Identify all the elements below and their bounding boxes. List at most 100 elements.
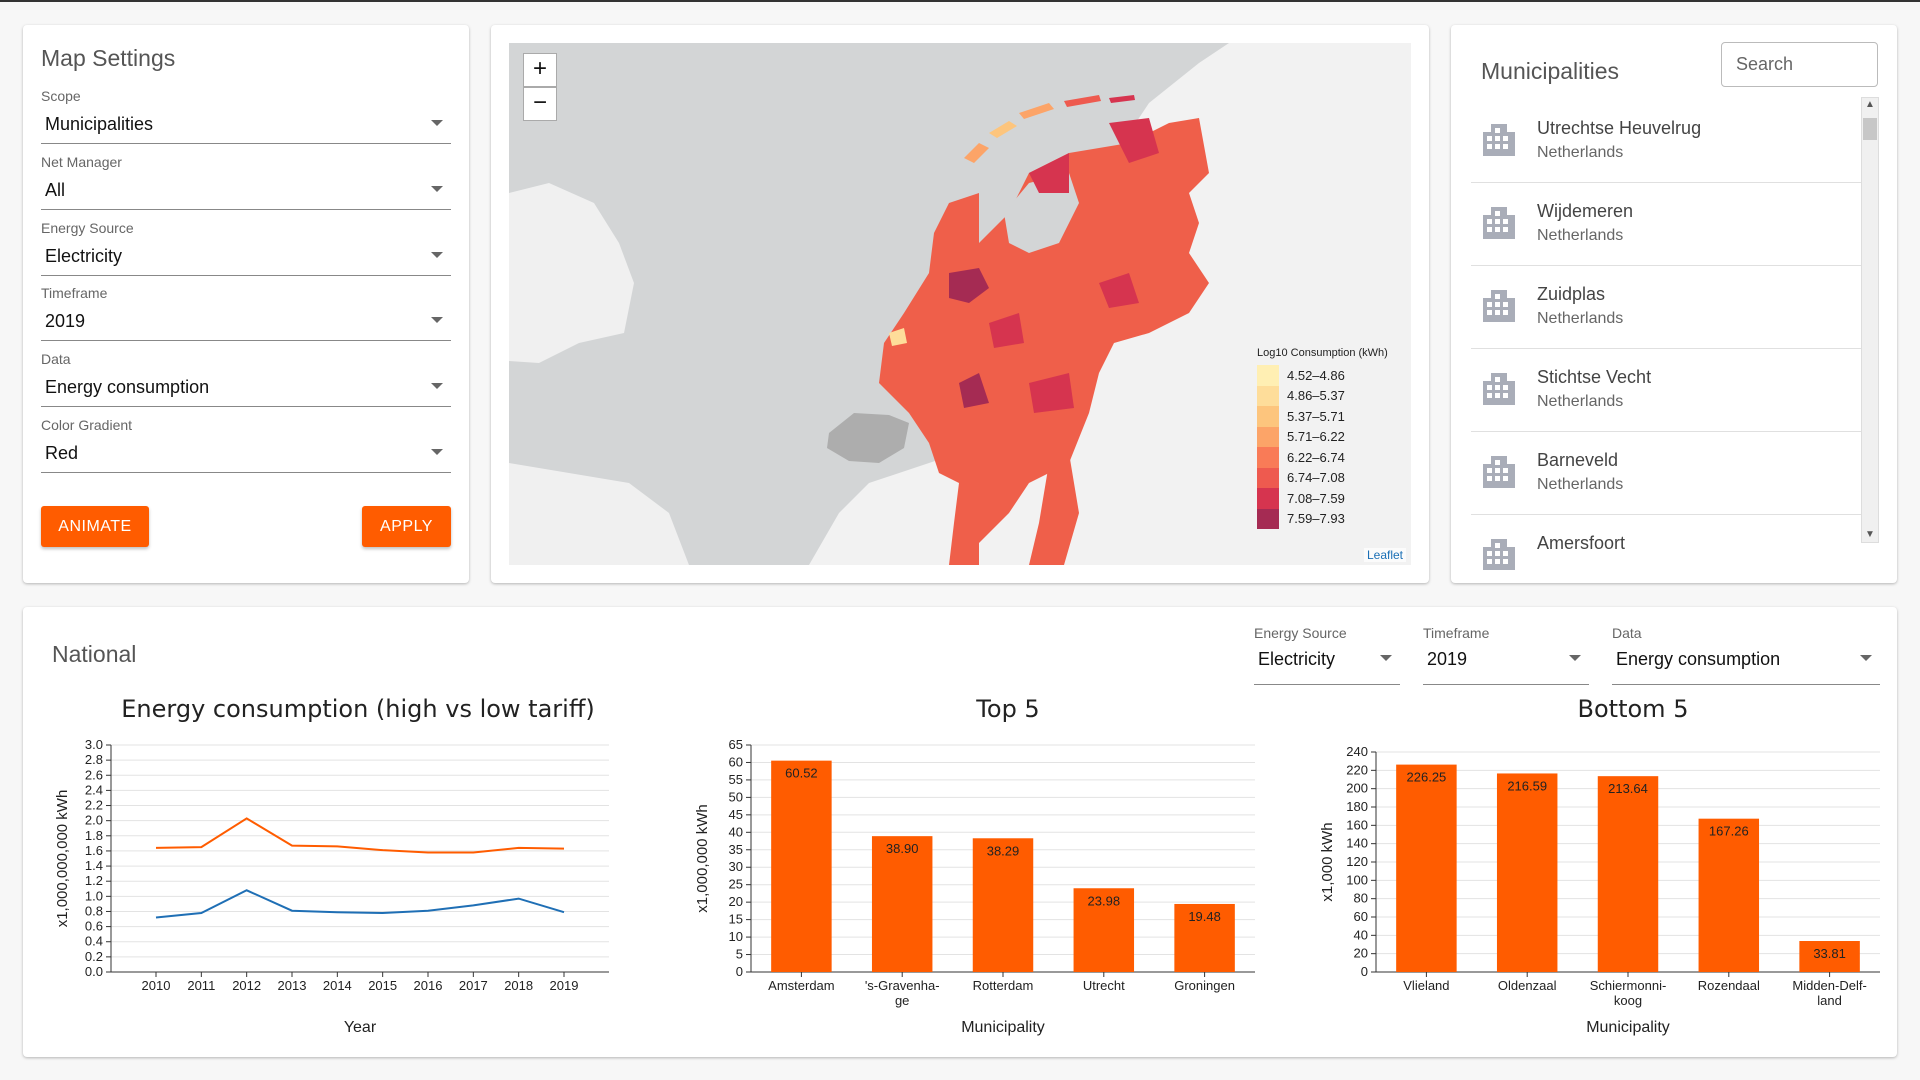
net-manager-select[interactable]: Net Manager All <box>41 154 451 210</box>
bar-value-label: 226.25 <box>1407 770 1447 785</box>
list-scrollbar[interactable]: ▲ ▼ <box>1861 97 1879 543</box>
y-tick-label: 15 <box>729 912 743 927</box>
x-tick-label: 2017 <box>459 978 488 993</box>
bar <box>1396 764 1457 972</box>
legend-row: 5.37–5.71 <box>1257 406 1397 427</box>
national-energy-source-select[interactable]: Energy Source Electricity <box>1254 625 1400 685</box>
national-energy-source-value: Electricity <box>1258 649 1336 669</box>
municipality-name: Stichtse Vecht <box>1537 367 1652 387</box>
municipality-country: Netherlands <box>1537 144 1624 161</box>
legend-swatch <box>1257 365 1279 386</box>
data-select[interactable]: Data Energy consumption <box>41 351 451 407</box>
bar-value-label: 38.90 <box>886 841 919 856</box>
national-timeframe-select[interactable]: Timeframe 2019 <box>1423 625 1589 685</box>
y-tick-label: 0 <box>736 964 743 979</box>
municipality-list-item[interactable]: Zuidplas Netherlands <box>1471 266 1869 349</box>
y-tick-label: 2.0 <box>85 813 103 828</box>
data-label: Data <box>41 351 71 367</box>
municipality-list-item[interactable]: Stichtse Vecht Netherlands <box>1471 349 1869 432</box>
x-axis-label: Municipality <box>1586 1019 1670 1036</box>
zoom-in-button[interactable]: + <box>523 53 557 87</box>
energy-source-select[interactable]: Energy Source Electricity <box>41 220 451 276</box>
x-axis-label: Year <box>344 1019 377 1036</box>
search-input[interactable] <box>1721 42 1878 87</box>
legend-label: 6.22–6.74 <box>1287 449 1345 465</box>
y-tick-label: 160 <box>1346 817 1368 832</box>
municipalities-title: Municipalities <box>1481 58 1620 84</box>
apply-button[interactable]: APPLY <box>362 506 451 547</box>
y-tick-label: 200 <box>1346 781 1368 796</box>
x-tick-label: Midden-Delf- <box>1792 978 1866 993</box>
municipalities-panel: Municipalities Utrechtse Heuvelrug Nether… <box>1451 25 1897 583</box>
x-tick-label: 2010 <box>142 978 171 993</box>
municipality-list-item[interactable]: Amersfoort <box>1471 515 1869 570</box>
legend-label: 7.59–7.93 <box>1287 511 1345 527</box>
y-tick-label: 10 <box>729 929 743 944</box>
x-tick-label: Groningen <box>1174 978 1235 993</box>
legend-label: 4.86–5.37 <box>1287 388 1345 404</box>
chevron-down-icon <box>431 186 443 192</box>
national-title: National <box>52 641 137 667</box>
y-tick-label: 1.8 <box>85 828 103 843</box>
x-tick-label: Rozendaal <box>1698 978 1760 993</box>
y-tick-label: 20 <box>1354 946 1368 961</box>
y-tick-label: 35 <box>729 842 743 857</box>
municipality-country: Netherlands <box>1537 310 1624 327</box>
net-manager-label: Net Manager <box>41 154 122 170</box>
x-tick-label: 2015 <box>368 978 397 993</box>
y-tick-label: 1.4 <box>85 858 103 873</box>
x-tick-label: 's-Gravenha- <box>865 978 940 993</box>
bar <box>771 760 832 972</box>
chevron-down-icon <box>431 383 443 389</box>
building-icon <box>1481 290 1517 322</box>
net-manager-value: All <box>45 180 66 200</box>
bar-value-label: 19.48 <box>1188 909 1221 924</box>
color-gradient-select[interactable]: Color Gradient Red <box>41 417 451 473</box>
legend-row: 4.52–4.86 <box>1257 365 1397 386</box>
y-tick-label: 2.2 <box>85 798 103 813</box>
animate-button[interactable]: ANIMATE <box>41 506 149 547</box>
scope-select[interactable]: Scope Municipalities <box>41 88 451 144</box>
map-settings-panel: Map Settings Scope Municipalities Net Ma… <box>23 25 469 583</box>
map-panel: + − Log10 Consumption (kWh) 4.52–4.86 4.8… <box>491 25 1429 583</box>
municipality-list-item[interactable]: Wijdemeren Netherlands <box>1471 183 1869 266</box>
y-axis-label: x1,000 kWh <box>1319 822 1336 901</box>
national-timeframe-value: 2019 <box>1427 649 1468 669</box>
zoom-out-button[interactable]: − <box>523 87 557 121</box>
bar-value-label: 213.64 <box>1608 781 1648 796</box>
y-tick-label: 2.4 <box>85 782 103 797</box>
chevron-down-icon <box>1860 655 1872 661</box>
national-data-select[interactable]: Data Energy consumption <box>1612 625 1880 685</box>
x-tick-label: 2011 <box>187 978 215 993</box>
choropleth-map[interactable]: + − Log10 Consumption (kWh) 4.52–4.86 4.8… <box>509 43 1411 565</box>
y-tick-label: 1.2 <box>85 873 103 888</box>
legend-label: 5.71–6.22 <box>1287 429 1345 445</box>
y-tick-label: 2.6 <box>85 767 103 782</box>
x-tick-label: Vlieland <box>1403 978 1449 993</box>
scrollbar-thumb[interactable] <box>1863 118 1877 140</box>
bar-value-label: 216.59 <box>1507 778 1547 793</box>
legend-swatch <box>1257 385 1279 406</box>
scroll-up-icon[interactable]: ▲ <box>1865 99 1875 110</box>
leaflet-attribution-link[interactable]: Leaflet <box>1363 548 1406 562</box>
y-tick-label: 65 <box>729 737 743 752</box>
timeframe-select[interactable]: Timeframe 2019 <box>41 285 451 341</box>
bar-value-label: 38.29 <box>987 843 1020 858</box>
chevron-down-icon <box>1569 655 1581 661</box>
x-tick-label: Rotterdam <box>973 978 1034 993</box>
municipality-name: Amersfoort <box>1537 533 1626 553</box>
y-tick-label: 60 <box>1354 909 1368 924</box>
y-tick-label: 0.0 <box>85 964 103 979</box>
scroll-down-icon[interactable]: ▼ <box>1865 529 1875 540</box>
bar <box>871 836 933 972</box>
bar <box>1698 818 1760 972</box>
municipality-list-item[interactable]: Utrechtse Heuvelrug Netherlands <box>1471 100 1869 183</box>
municipality-list-item[interactable]: Barneveld Netherlands <box>1471 432 1869 515</box>
timeframe-label: Timeframe <box>41 285 108 301</box>
municipalities-list[interactable]: Utrechtse Heuvelrug Netherlands Wijdemeren… <box>1471 100 1871 570</box>
national-panel: National Energy Source Electricity Timef… <box>23 607 1897 1057</box>
x-tick-label: 2013 <box>278 978 307 993</box>
chevron-down-icon <box>431 252 443 258</box>
legend-label: 5.37–5.71 <box>1287 408 1345 424</box>
y-tick-label: 240 <box>1346 744 1368 759</box>
